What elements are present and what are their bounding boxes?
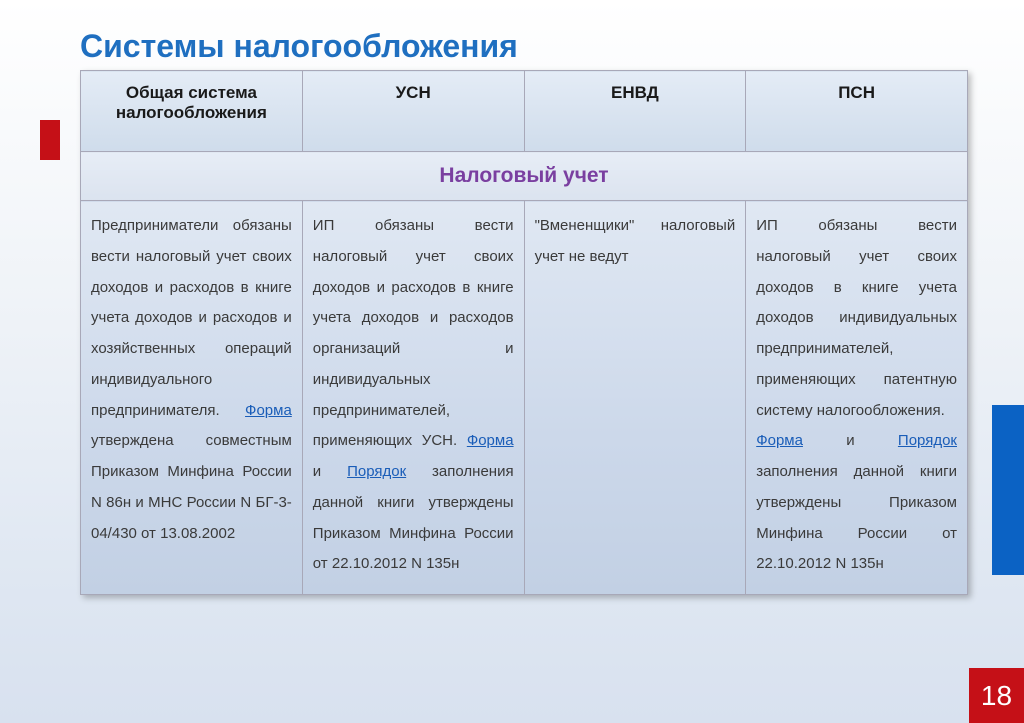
cell-text: и: [803, 432, 898, 449]
link-form[interactable]: Форма: [756, 432, 803, 449]
tax-systems-table: Общая система налогообложения УСН ЕНВД П…: [80, 70, 968, 595]
cell-text: "Вмененщики" налоговый учет не ведут: [535, 217, 736, 265]
cell-envd: "Вмененщики" налоговый учет не ведут: [524, 201, 746, 595]
table-row: Предприниматели обязаны вести налоговый …: [81, 201, 968, 595]
table-header-row: Общая система налогообложения УСН ЕНВД П…: [81, 71, 968, 152]
slide: Системы налогообложения Общая система на…: [0, 0, 1024, 723]
accent-blue-bar: [992, 405, 1024, 575]
col-header-general: Общая система налогообложения: [81, 71, 303, 152]
cell-text: заполнения данной книги утверждены Прика…: [756, 463, 957, 572]
cell-text: ИП обязаны вести налоговый учет своих до…: [313, 217, 514, 449]
accent-red-bar: [40, 120, 60, 160]
cell-text: Предприниматели обязаны вести налоговый …: [91, 217, 292, 419]
cell-text: ИП обязаны вести налоговый учет своих до…: [756, 217, 957, 419]
cell-text: и: [313, 463, 347, 480]
cell-text: утверждена совместным Приказом Минфина Р…: [91, 432, 292, 541]
link-order[interactable]: Порядок: [347, 463, 406, 480]
page-title: Системы налогообложения: [80, 28, 518, 65]
link-form[interactable]: Форма: [467, 432, 514, 449]
col-header-usn: УСН: [302, 71, 524, 152]
section-row: Налоговый учет: [81, 152, 968, 201]
col-header-psn: ПСН: [746, 71, 968, 152]
link-form[interactable]: Форма: [245, 402, 292, 419]
cell-psn: ИП обязаны вести налоговый учет своих до…: [746, 201, 968, 595]
cell-usn: ИП обязаны вести налоговый учет своих до…: [302, 201, 524, 595]
section-title: Налоговый учет: [81, 152, 968, 201]
link-order[interactable]: Порядок: [898, 432, 957, 449]
page-number-badge: 18: [969, 668, 1024, 723]
cell-general: Предприниматели обязаны вести налоговый …: [81, 201, 303, 595]
col-header-envd: ЕНВД: [524, 71, 746, 152]
